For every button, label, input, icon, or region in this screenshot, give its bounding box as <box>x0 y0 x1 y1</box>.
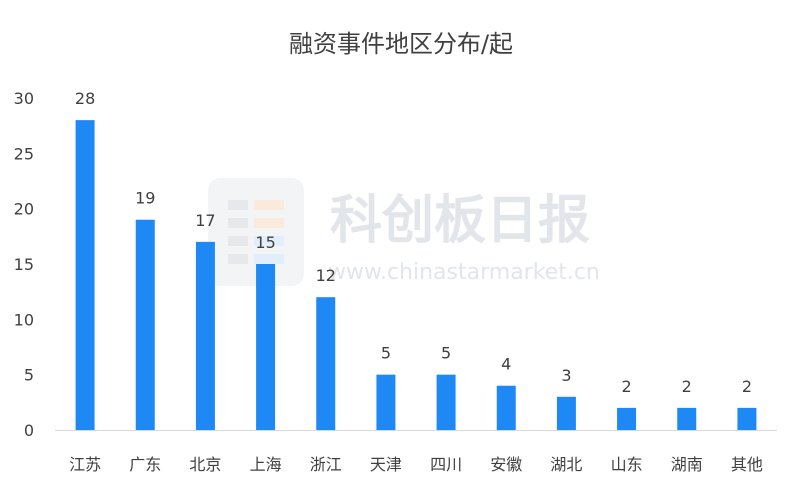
bar <box>737 407 757 430</box>
bar <box>376 374 396 430</box>
x-tick-label: 四川 <box>430 455 462 474</box>
x-tick-label: 湖北 <box>550 455 582 474</box>
bar <box>496 385 516 430</box>
watermark-logo-bar <box>254 218 284 228</box>
data-label: 5 <box>441 344 451 363</box>
bar <box>195 241 215 430</box>
watermark-logo-bar <box>228 218 248 228</box>
x-tick-label: 安徽 <box>490 455 522 474</box>
watermark: 科创板日报 www.chinastarmarket.cn <box>208 178 600 286</box>
x-tick-label: 山东 <box>611 455 643 474</box>
data-label: 19 <box>135 189 155 208</box>
x-tick-label: 上海 <box>250 455 282 474</box>
x-tick-label: 其他 <box>731 455 763 474</box>
bar <box>256 264 276 430</box>
watermark-name: 科创板日报 <box>330 191 590 251</box>
data-label: 28 <box>75 89 95 108</box>
data-label: 2 <box>742 377 752 396</box>
bar-series <box>75 120 757 430</box>
bar <box>677 407 697 430</box>
data-label: 17 <box>195 211 215 230</box>
data-label: 4 <box>501 355 511 374</box>
watermark-logo-bar <box>228 254 248 264</box>
y-tick-label: 30 <box>14 89 34 108</box>
y-tick-label: 5 <box>24 366 34 385</box>
y-tick-label: 25 <box>14 144 34 163</box>
data-label: 3 <box>561 366 571 385</box>
data-label: 2 <box>682 377 692 396</box>
watermark-logo-icon <box>208 178 304 286</box>
watermark-url: www.chinastarmarket.cn <box>328 260 600 285</box>
y-tick-label: 10 <box>14 310 34 329</box>
x-tick-label: 天津 <box>370 455 402 474</box>
y-tick-label: 0 <box>24 421 34 440</box>
y-axis: 0 5 10 15 20 25 30 <box>14 89 34 440</box>
x-tick-label: 广东 <box>129 455 161 474</box>
watermark-logo-bar <box>228 200 248 210</box>
bar <box>75 120 95 430</box>
bar <box>316 297 336 430</box>
watermark-logo-bar <box>254 200 284 210</box>
watermark-logo-bar <box>254 254 284 264</box>
y-tick-label: 15 <box>14 255 34 274</box>
data-labels: 28 19 17 15 12 5 5 4 3 2 2 2 <box>75 89 752 396</box>
bar <box>436 374 456 430</box>
x-tick-label: 浙江 <box>310 455 342 474</box>
watermark-logo-bar <box>228 236 248 246</box>
data-label: 5 <box>381 344 391 363</box>
bar <box>135 219 155 430</box>
bar <box>617 407 637 430</box>
data-label: 12 <box>316 266 336 285</box>
chart-title: 融资事件地区分布/起 <box>289 30 513 58</box>
x-axis: 江苏 广东 北京 上海 浙江 天津 四川 安徽 湖北 山东 湖南 其他 <box>69 455 763 474</box>
x-tick-label: 江苏 <box>69 455 101 474</box>
data-label: 2 <box>621 377 631 396</box>
bar <box>556 396 576 430</box>
x-tick-label: 北京 <box>189 455 221 474</box>
data-label: 15 <box>255 233 275 252</box>
watermark-logo-bar <box>254 236 284 246</box>
x-tick-label: 湖南 <box>671 455 703 474</box>
y-tick-label: 20 <box>14 200 34 219</box>
